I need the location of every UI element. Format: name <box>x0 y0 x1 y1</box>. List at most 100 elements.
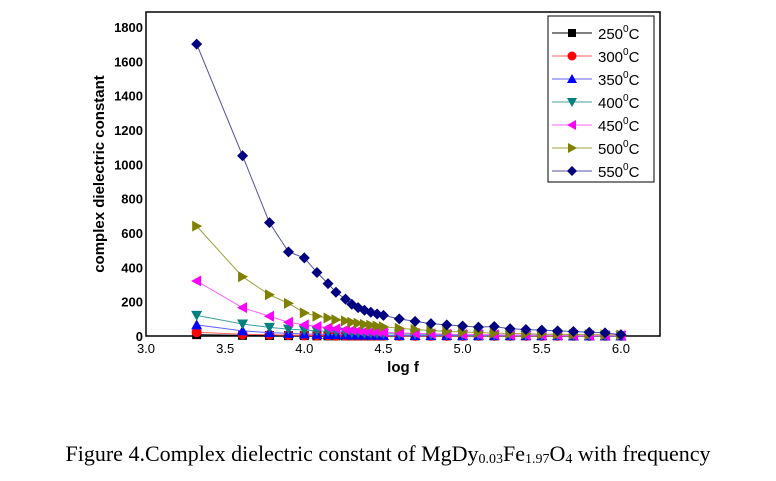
series-layer <box>191 38 627 342</box>
data-point <box>567 74 577 83</box>
data-point <box>339 293 351 305</box>
data-point <box>237 150 249 162</box>
data-point <box>552 325 564 337</box>
x-tick-label: 6.0 <box>612 341 630 356</box>
y-tick-label: 800 <box>121 192 143 207</box>
x-tick-label: 4.0 <box>295 341 313 356</box>
data-point <box>330 323 341 335</box>
data-point <box>567 51 577 61</box>
data-point <box>312 310 323 322</box>
data-point <box>372 320 383 332</box>
data-point <box>347 316 358 328</box>
data-point <box>583 326 595 338</box>
legend-label: 5000C <box>598 139 640 158</box>
caption-subscript: 4 <box>565 452 573 467</box>
x-axis-label: log f <box>387 359 420 376</box>
series-550 <box>191 38 627 341</box>
caption-text: O <box>549 441 566 466</box>
data-point <box>283 297 294 309</box>
data-point <box>192 220 203 232</box>
data-point <box>489 327 500 339</box>
data-point <box>238 271 249 283</box>
data-point <box>599 327 611 339</box>
data-point <box>322 322 333 334</box>
data-point <box>377 326 388 338</box>
data-point <box>393 313 405 325</box>
data-point <box>282 316 293 328</box>
data-point <box>504 323 516 335</box>
data-point <box>191 38 203 50</box>
y-tick-label: 1600 <box>114 54 143 69</box>
data-point <box>299 307 310 319</box>
data-point <box>298 319 309 331</box>
data-point <box>567 98 577 107</box>
legend: 2500C 3000C 3500C 4000C 4500C 5000C 5500C <box>547 15 655 183</box>
data-point <box>378 321 389 333</box>
data-point <box>264 289 275 301</box>
data-point <box>359 318 370 330</box>
y-tick-label: 0 <box>136 329 143 344</box>
chart: 0 200 400 600 800 1000 1200 1400 1600 1800 3.0 3.5… <box>91 11 661 376</box>
x-tick-label: 3.0 <box>137 341 155 356</box>
caption-subscript: 1.97 <box>525 452 550 467</box>
legend-item: 2500C <box>552 24 640 43</box>
legend-label: 3000C <box>598 47 640 66</box>
data-point <box>567 166 577 176</box>
data-point <box>191 310 203 321</box>
data-point <box>191 327 202 338</box>
legend-item: 3000C <box>552 47 640 66</box>
y-tick-label: 400 <box>121 260 143 275</box>
data-point <box>340 315 351 327</box>
legend-label: 3500C <box>598 70 640 89</box>
y-axis-ticks: 0 200 400 600 800 1000 1200 1400 1600 1800 <box>114 20 143 344</box>
legend-item: 4500C <box>552 116 640 135</box>
y-tick-label: 1800 <box>114 20 143 35</box>
caption-text: Figure 4.Complex dielectric constant of … <box>65 441 479 466</box>
data-point <box>567 120 576 130</box>
data-point <box>263 217 275 229</box>
x-tick-label: 5.0 <box>454 341 472 356</box>
y-tick-label: 600 <box>121 226 143 241</box>
data-point <box>263 310 274 322</box>
data-point <box>322 278 334 290</box>
legend-label: 5500C <box>598 162 640 181</box>
data-point <box>311 266 323 278</box>
legend-label: 4500C <box>598 116 640 135</box>
data-point <box>377 309 389 321</box>
data-point <box>237 325 249 336</box>
data-point <box>323 312 334 324</box>
data-point <box>441 319 453 331</box>
data-point <box>311 321 322 333</box>
x-tick-label: 3.5 <box>216 341 234 356</box>
data-point <box>191 275 202 287</box>
legend-label: 4000C <box>598 93 640 112</box>
data-point <box>409 315 421 327</box>
x-tick-label: 5.5 <box>533 341 551 356</box>
legend-item: 4000C <box>552 93 640 112</box>
data-point <box>457 320 469 332</box>
y-tick-label: 200 <box>121 295 143 310</box>
y-tick-label: 1400 <box>114 89 143 104</box>
data-point <box>237 302 248 314</box>
caption-text: with frequency <box>572 441 711 466</box>
data-point <box>472 321 484 333</box>
series-line <box>196 225 621 336</box>
data-point <box>330 286 342 298</box>
data-point <box>442 325 453 337</box>
data-point <box>282 246 294 258</box>
data-point <box>366 319 377 331</box>
figure-caption: Figure 4.Complex dielectric constant of … <box>0 441 776 468</box>
legend-box <box>547 15 655 183</box>
legend-item: 5500C <box>552 162 640 181</box>
data-point <box>567 326 579 338</box>
legend-item: 5000C <box>552 139 640 158</box>
series-500 <box>192 220 627 341</box>
data-point <box>536 324 548 336</box>
legend-label: 2500C <box>598 24 640 43</box>
data-point <box>353 317 364 329</box>
data-point <box>488 321 500 333</box>
data-point <box>191 319 203 330</box>
data-point <box>263 322 275 333</box>
legend-item: 3500C <box>552 70 640 89</box>
data-point <box>425 318 437 330</box>
